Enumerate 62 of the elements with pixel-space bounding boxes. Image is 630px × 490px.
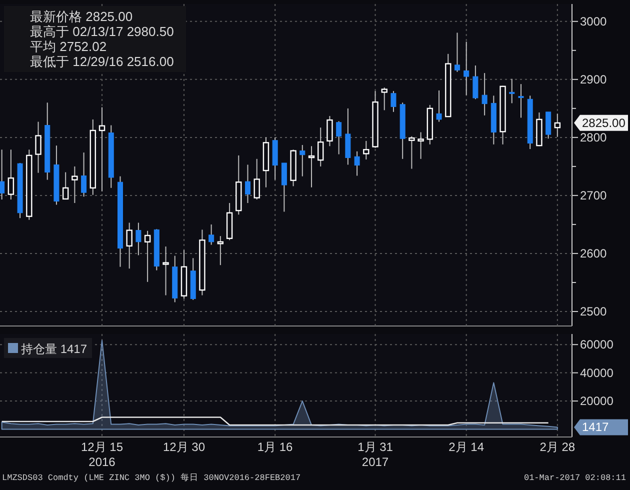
x-tick-label: 1月 16 — [257, 440, 294, 454]
line-series — [1, 416, 549, 426]
candlestick — [98, 106, 106, 192]
candlestick — [326, 115, 333, 147]
candlestick — [546, 111, 552, 140]
candlestick — [464, 41, 470, 96]
candlestick — [354, 150, 360, 176]
x-tick-label: 2月 28 — [540, 440, 576, 454]
candlestick — [144, 230, 151, 282]
candlestick — [363, 140, 370, 160]
x-tick-label: 2月 14 — [448, 440, 484, 454]
candlestick — [518, 84, 524, 118]
candlestick — [408, 136, 415, 170]
candlestick — [35, 121, 42, 174]
y-tick-label: 2900 — [580, 72, 608, 86]
y-tick-label: 2700 — [580, 188, 608, 202]
y-tick-label: 3000 — [580, 14, 608, 28]
candlestick — [308, 146, 315, 188]
candlestick — [554, 113, 561, 138]
y-tick-label: 60000 — [580, 338, 614, 352]
annotation: 最新价格 2825.00 — [30, 9, 133, 24]
x-tick-label: 1月 31 2017 — [358, 440, 394, 469]
candlestick — [381, 87, 388, 111]
annotation: 平均 2752.02 — [30, 39, 107, 54]
text: 2825.00 — [582, 116, 626, 130]
y-tick-label: 2600 — [580, 246, 608, 260]
candlestick — [509, 78, 515, 104]
candlestick — [136, 222, 142, 256]
x-tick-label: 12月 30 — [162, 440, 206, 454]
candlestick — [436, 90, 442, 122]
candlestick — [8, 149, 14, 200]
candlestick — [390, 90, 396, 112]
candlestick — [345, 108, 351, 166]
annotation: 最高于 02/13/17 2980.50 — [30, 24, 174, 39]
y-tick-label: 20000 — [580, 394, 614, 408]
candlestick — [72, 166, 78, 204]
candlestick — [244, 164, 250, 204]
legend-label: 持仓量 1417 — [21, 342, 88, 356]
candlestick — [482, 72, 488, 116]
candlestick — [318, 127, 324, 167]
candlestick — [300, 144, 306, 177]
candlestick — [126, 222, 132, 270]
candlestick — [162, 246, 169, 296]
y-tick-label: 2500 — [580, 304, 608, 318]
candlestick — [336, 120, 342, 155]
x-tick-label: 12月 15 2016 — [80, 440, 124, 469]
candlestick — [472, 65, 478, 100]
candlestick — [0, 149, 5, 200]
candlestick — [254, 158, 260, 200]
candlestick — [281, 162, 287, 212]
y-tick-label: 2800 — [580, 130, 608, 144]
y-tick-label: 40000 — [580, 366, 614, 380]
candlestick — [418, 132, 424, 160]
text: 01-Mar-2017 02:08:11 — [524, 473, 626, 483]
candlestick — [81, 152, 87, 198]
text: LMZSDS03 Comdty (LME ZINC 3MO ($)) 每日 30NOV2016-28FEB2017 — [2, 472, 301, 483]
text: 1417 — [582, 420, 610, 434]
candlestick — [62, 172, 69, 200]
candlestick — [217, 236, 224, 266]
candlestick — [454, 32, 460, 72]
annotation: 最低于 12/29/16 2516.00 — [30, 54, 174, 69]
candlestick — [208, 224, 214, 246]
